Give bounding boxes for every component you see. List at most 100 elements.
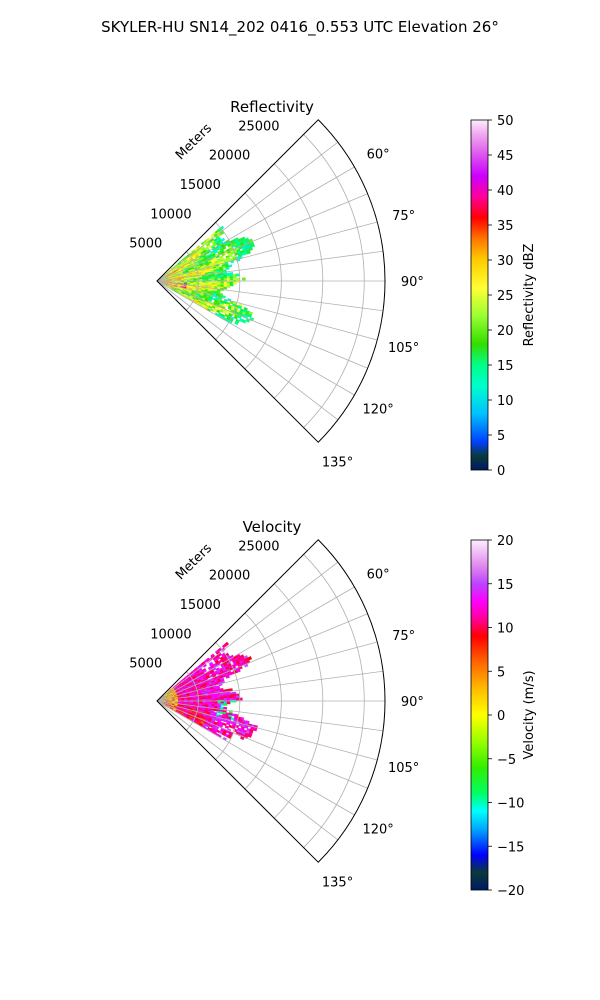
azimuth-tick-label: 75°: [392, 629, 415, 644]
sector-frame: [156, 119, 386, 443]
range-tick-label: 15000: [180, 598, 221, 613]
azimuth-gridline: [156, 280, 355, 396]
echo-cell: [232, 281, 237, 285]
echo-cell: [229, 283, 234, 287]
colorbar-tick-label: 0: [497, 709, 505, 724]
colorbar-tick-label: 15: [497, 578, 514, 593]
echo-field: [157, 641, 258, 742]
range-tick-label: 5000: [129, 237, 162, 252]
azimuth-gridline: [156, 193, 368, 282]
azimuth-tick-label: 120°: [362, 823, 393, 838]
colorbar-tick-label: 10: [497, 394, 514, 409]
azimuth-gridline: [156, 280, 378, 341]
azimuth-gridline: [156, 250, 384, 282]
range-tick-label: 25000: [238, 119, 279, 134]
azimuth-tick-label: 90°: [401, 275, 424, 290]
panel-title: Reflectivity: [230, 98, 314, 116]
reflectivity-panel: Reflectivity500010000150002000025000Mete…: [129, 98, 537, 479]
colorbar-scale: [470, 539, 489, 891]
echo-cell: [241, 319, 247, 324]
colorbar-tick-label: 10: [497, 622, 514, 637]
azimuth-tick-label: 135°: [322, 456, 353, 471]
colorbar-tick-label: 40: [497, 184, 514, 199]
echo-cell: [247, 733, 253, 738]
colorbar-tick-label: −5: [497, 753, 516, 768]
azimuth-gridline: [156, 561, 339, 702]
azimuth-tick-label: 60°: [367, 147, 390, 162]
azimuth-gridline: [156, 280, 368, 369]
azimuth-tick-label: 90°: [401, 695, 424, 710]
echo-cell: [228, 264, 233, 268]
azimuth-tick-label: 105°: [388, 761, 419, 776]
sector-frame: [156, 539, 386, 863]
colorbar-tick-label: 50: [497, 114, 514, 129]
echo-cell: [226, 701, 231, 705]
azimuth-gridline: [156, 586, 355, 702]
echo-cell: [235, 273, 240, 277]
colorbar-tick-label: 20: [497, 324, 514, 339]
colorbar-tick-label: −15: [497, 840, 524, 855]
azimuth-gridline: [156, 280, 384, 312]
figure-title: SKYLER-HU SN14_202 0416_0.553 UTC Elevat…: [101, 18, 499, 37]
azimuth-gridline: [156, 670, 384, 702]
echo-cell: [234, 320, 239, 326]
azimuth-gridline: [156, 641, 378, 702]
colorbar-label: Reflectivity dBZ: [522, 244, 537, 347]
colorbar-tick-label: 20: [497, 534, 514, 549]
echo-cell: [214, 278, 219, 281]
echo-cell: [244, 724, 249, 729]
azimuth-gridline: [156, 700, 384, 732]
range-tick-label: 5000: [129, 657, 162, 672]
echo-cell: [202, 663, 207, 668]
colorbar-tick-label: 30: [497, 254, 514, 269]
range-tick-label: 10000: [150, 207, 191, 222]
echo-cell: [221, 246, 227, 251]
echo-cell: [220, 703, 225, 706]
colorbar-tick-label: 25: [497, 289, 514, 304]
echo-cell: [223, 703, 228, 706]
azimuth-gridline: [156, 166, 355, 282]
echo-cell: [236, 668, 241, 673]
echo-cell: [241, 277, 246, 281]
echo-cell: [247, 313, 253, 318]
colorbar: 0 5 10 15 20 25 30 35 40 45 50 Reflectivity dBZ: [470, 114, 537, 479]
echo-cell: [247, 656, 253, 661]
echo-cell: [235, 697, 240, 701]
azimuth-tick-label: 60°: [367, 567, 390, 582]
colorbar-tick-label: 5: [497, 665, 505, 680]
colorbar-tick-label: −10: [497, 797, 524, 812]
echo-cell: [248, 246, 253, 252]
colorbar-tick-label: −20: [497, 884, 524, 899]
echo-cell: [227, 734, 232, 739]
azimuth-gridline: [156, 280, 339, 421]
range-tick-label: 25000: [238, 539, 279, 554]
echo-cell: [222, 722, 227, 727]
azimuth-tick-label: 120°: [362, 403, 393, 418]
colorbar-tick-label: 15: [497, 359, 514, 374]
range-tick-label: 10000: [150, 627, 191, 642]
echo-cell: [250, 243, 256, 248]
colorbar-tick-label: 5: [497, 429, 505, 444]
azimuth-gridline: [156, 700, 355, 816]
echo-cell: [224, 641, 229, 647]
azimuth-gridline: [156, 700, 378, 761]
echo-cell: [252, 727, 258, 732]
echo-cell: [237, 305, 242, 310]
echo-cell: [202, 669, 207, 673]
range-tick-label: 20000: [209, 149, 250, 164]
range-tick-label: 15000: [180, 178, 221, 193]
echo-cell: [220, 237, 226, 242]
echo-cell: [221, 295, 226, 299]
echo-cell: [246, 250, 251, 255]
azimuth-tick-label: 75°: [392, 209, 415, 224]
echo-cell: [224, 725, 230, 730]
echo-cell: [223, 286, 228, 290]
azimuth-gridline: [156, 700, 368, 789]
echo-cell: [226, 285, 231, 288]
azimuth-tick-label: 105°: [388, 341, 419, 356]
azimuth-tick-label: 135°: [322, 876, 353, 891]
colorbar: −20 −15 −10 −5 0 5 10 15 20 Velocity (m/s): [470, 534, 537, 899]
range-tick-label: 20000: [209, 569, 250, 584]
colorbar-tick-label: 45: [497, 149, 514, 164]
echo-cell: [223, 706, 228, 710]
